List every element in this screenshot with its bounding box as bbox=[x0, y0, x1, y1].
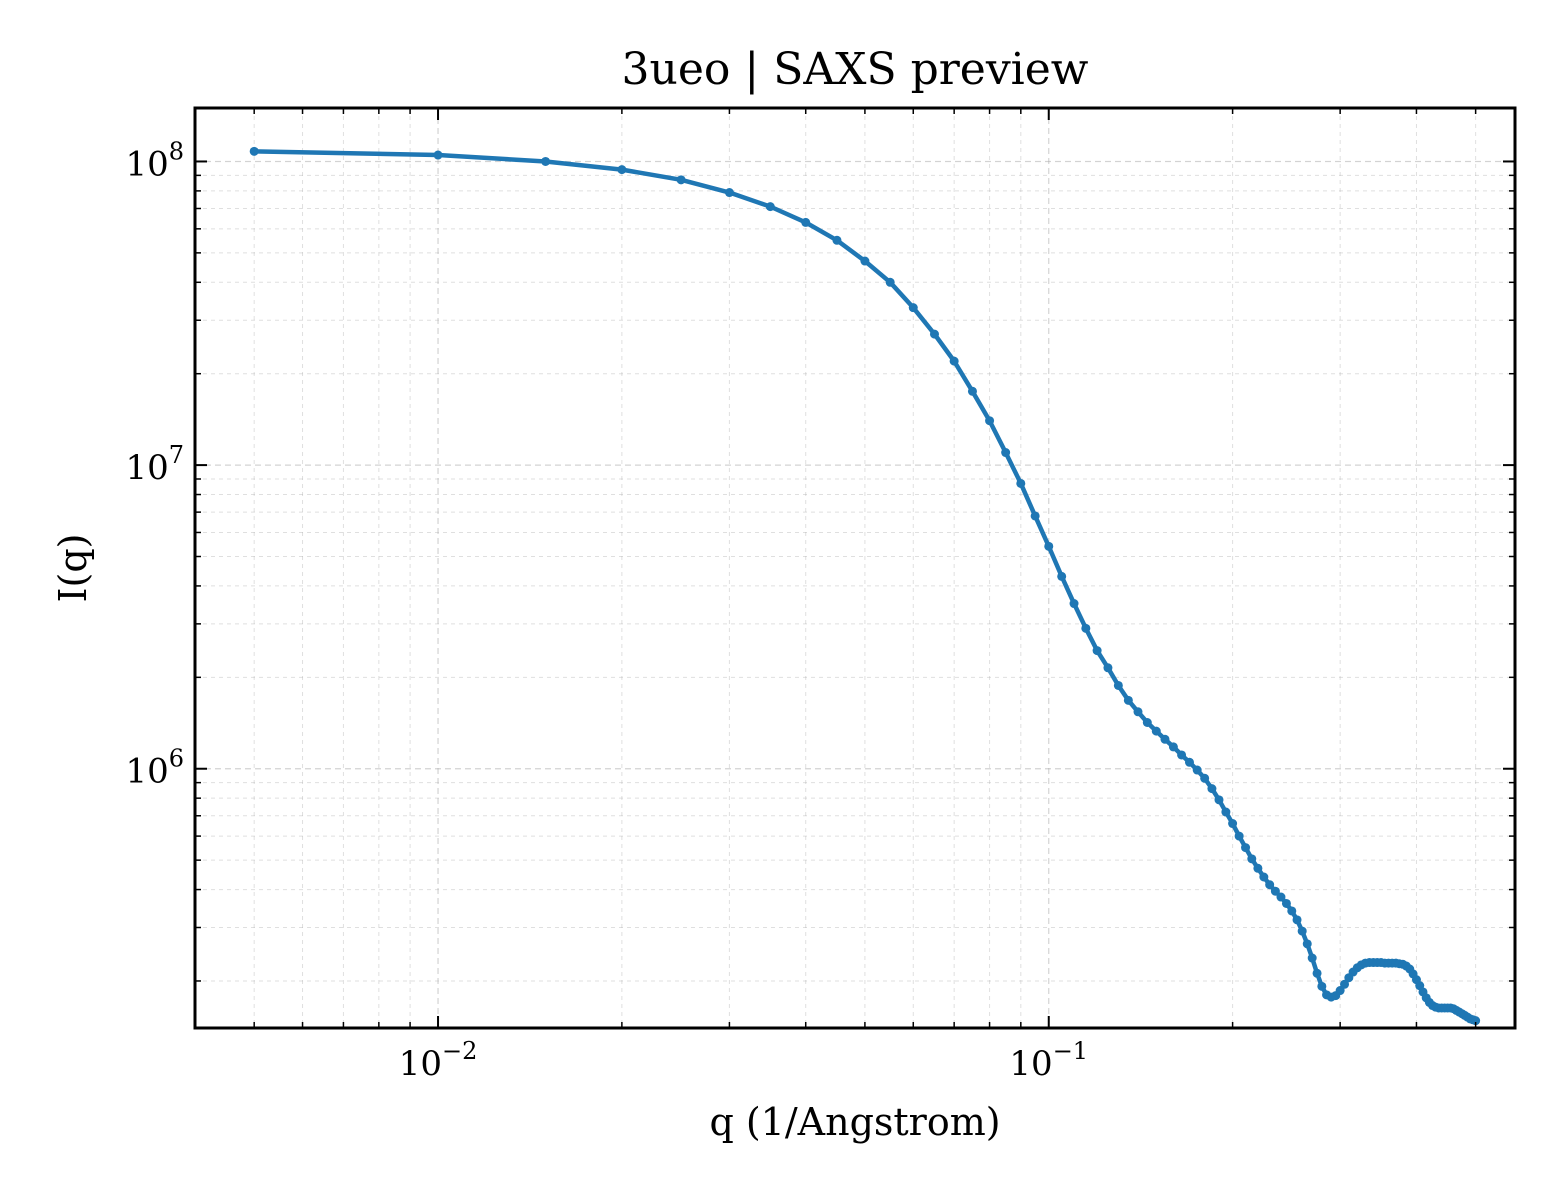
data-point bbox=[1335, 986, 1345, 996]
data-point bbox=[765, 202, 775, 212]
data-point bbox=[1241, 843, 1251, 853]
data-point bbox=[1234, 831, 1244, 841]
data-point bbox=[1123, 695, 1133, 705]
data-point bbox=[1307, 953, 1317, 963]
x-tick-label: 10−1 bbox=[1009, 1037, 1088, 1084]
data-point bbox=[724, 188, 734, 198]
data-point bbox=[860, 256, 870, 266]
data-point bbox=[1207, 784, 1217, 794]
data-point bbox=[1113, 680, 1123, 690]
data-point bbox=[1253, 863, 1263, 873]
data-point bbox=[1265, 880, 1275, 890]
data-point bbox=[1259, 872, 1269, 882]
data-point bbox=[1192, 765, 1202, 775]
data-point bbox=[541, 156, 551, 166]
y-axis-label: I(q) bbox=[51, 534, 95, 603]
data-point bbox=[832, 235, 842, 245]
data-point bbox=[1133, 707, 1143, 717]
data-point bbox=[1270, 886, 1280, 896]
data-point bbox=[433, 150, 443, 160]
data-point bbox=[1340, 979, 1350, 989]
chart-title: 3ueo | SAXS preview bbox=[622, 44, 1089, 95]
data-point bbox=[1168, 742, 1178, 752]
data-point bbox=[1057, 571, 1067, 581]
data-point bbox=[985, 416, 995, 426]
data-point bbox=[908, 303, 918, 313]
data-point bbox=[801, 217, 811, 227]
data-point bbox=[1312, 968, 1322, 978]
data-point bbox=[1471, 1016, 1481, 1026]
data-point bbox=[1200, 773, 1210, 783]
data-point bbox=[249, 146, 259, 156]
data-point bbox=[1287, 906, 1297, 916]
data-point bbox=[1151, 726, 1161, 736]
data-point bbox=[1030, 511, 1040, 521]
y-tick-label: 108 bbox=[125, 137, 184, 184]
data-point bbox=[676, 175, 686, 185]
data-point bbox=[1160, 734, 1170, 744]
axis-ticks bbox=[194, 108, 1515, 1028]
data-point bbox=[929, 329, 939, 339]
x-axis-label: q (1/Angstrom) bbox=[709, 1100, 1000, 1144]
data-point bbox=[1214, 795, 1224, 805]
data-point bbox=[1247, 854, 1257, 864]
data-point bbox=[1069, 599, 1079, 609]
data-point bbox=[1184, 757, 1194, 767]
data-point bbox=[1081, 623, 1091, 633]
plot-frame bbox=[193, 106, 1517, 1030]
data-point bbox=[1302, 939, 1312, 949]
data-point bbox=[885, 277, 895, 287]
y-tick-label: 107 bbox=[125, 441, 184, 488]
x-tick-label: 10−2 bbox=[399, 1037, 478, 1084]
data-point bbox=[1228, 819, 1238, 829]
data-point bbox=[967, 386, 977, 396]
data-point bbox=[1281, 898, 1291, 908]
data-point bbox=[1221, 807, 1231, 817]
data-series bbox=[249, 146, 1481, 1026]
grid-lines bbox=[194, 108, 1515, 1028]
data-point bbox=[1292, 915, 1302, 925]
tick-labels: 10−2 10−1 106 107 108 bbox=[125, 137, 1088, 1084]
data-point bbox=[1276, 892, 1286, 902]
data-point bbox=[617, 165, 627, 175]
data-point bbox=[949, 356, 959, 366]
data-point bbox=[1001, 448, 1011, 458]
data-point bbox=[1317, 981, 1327, 991]
data-point bbox=[1016, 478, 1026, 488]
data-point bbox=[1297, 926, 1307, 936]
data-point bbox=[1177, 750, 1187, 760]
y-tick-label: 106 bbox=[125, 745, 184, 792]
data-point bbox=[1044, 541, 1054, 551]
data-point bbox=[1142, 717, 1152, 727]
data-point bbox=[1103, 663, 1113, 673]
data-point bbox=[1092, 646, 1102, 656]
